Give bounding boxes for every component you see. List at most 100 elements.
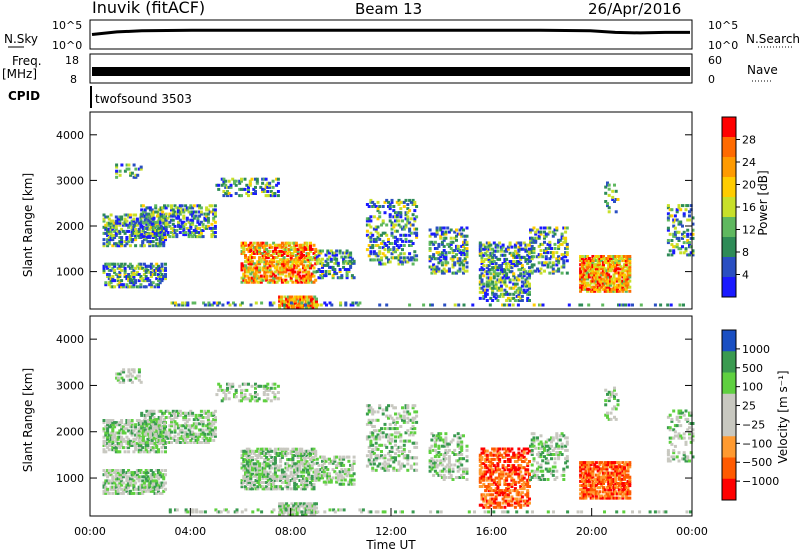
scatter-cell <box>606 204 609 208</box>
scatter-cell <box>192 210 196 214</box>
scatter-cell <box>164 487 167 491</box>
scatter-cell <box>150 409 154 413</box>
scatter-cell <box>217 382 221 386</box>
scatter-cell <box>395 239 399 243</box>
scatter-cell <box>153 273 157 276</box>
scatter-cell <box>273 256 277 260</box>
scatter-cell <box>170 430 173 434</box>
scatter-cell <box>160 485 164 489</box>
scatter-cell <box>268 254 272 257</box>
scatter-cell <box>532 251 536 255</box>
scatter-cell <box>345 268 349 271</box>
scatter-cell <box>331 253 335 257</box>
scatter-cell <box>102 481 106 485</box>
scatter-cell <box>376 418 380 422</box>
scatter-cell <box>273 468 277 472</box>
scatter-cell <box>259 278 263 282</box>
scatter-cell <box>494 262 498 265</box>
scatter-cell <box>263 266 267 270</box>
scatter-cell <box>580 265 584 269</box>
scatter-cell <box>390 439 394 443</box>
scatter-cell <box>144 469 148 472</box>
scatter-cell <box>374 435 378 439</box>
colorbar-tick-label: 20 <box>742 179 756 192</box>
scatter-cell <box>132 437 136 441</box>
scatter-cell <box>182 424 186 428</box>
scatter-cell <box>463 234 467 238</box>
scatter-cell <box>300 249 304 253</box>
scatter-cell <box>149 475 153 479</box>
scatter-cell <box>247 466 251 470</box>
scatter-cell <box>321 261 324 265</box>
scatter-cell <box>275 268 279 272</box>
scatter-cell <box>144 473 148 477</box>
scatter-cell <box>331 459 335 463</box>
scatter-cell <box>198 416 202 419</box>
scatter-cell <box>520 294 524 298</box>
scatter-cell <box>120 483 124 487</box>
scatter-cell <box>517 288 521 292</box>
scatter-cell <box>205 441 209 444</box>
scatter-cell <box>148 220 152 224</box>
scatter-cell <box>415 231 419 235</box>
scatter-cell <box>526 257 530 261</box>
scatter-cell <box>245 474 249 478</box>
scatter-cell <box>367 420 371 424</box>
scatter-cell <box>206 418 210 422</box>
scatter-cell <box>374 205 378 208</box>
scatter-cell <box>259 185 263 189</box>
scatter-cell <box>113 433 117 437</box>
scatter-cell <box>178 212 182 216</box>
scatter-cell <box>245 274 249 278</box>
scatter-cell <box>385 435 389 439</box>
scatter-cell <box>349 474 353 478</box>
scatter-cell <box>134 475 138 479</box>
scatter-cell <box>261 466 265 470</box>
scatter-cell <box>335 249 339 253</box>
scatter-cell <box>123 217 127 221</box>
scatter-cell <box>539 303 543 307</box>
scatter-cell <box>524 290 528 294</box>
scatter-cell <box>298 468 302 472</box>
scatter-cell <box>121 283 125 287</box>
scatter-cell <box>258 483 262 487</box>
scatter-cell <box>288 297 292 301</box>
scatter-cell <box>307 449 311 453</box>
scatter-cell <box>252 274 256 278</box>
scatter-cell <box>127 441 131 445</box>
scatter-cell <box>582 263 586 267</box>
scatter-cell <box>272 264 276 268</box>
scatter-cell <box>139 275 143 278</box>
scatter-cell <box>462 259 465 263</box>
scatter-cell <box>598 289 602 293</box>
scatter-cell <box>530 236 534 240</box>
scatter-cell <box>350 466 354 469</box>
scatter-cell <box>270 303 274 307</box>
scatter-cell <box>192 441 196 444</box>
scatter-cell <box>128 444 132 447</box>
scatter-cell <box>109 437 113 441</box>
scatter-cell <box>390 445 394 449</box>
scatter-cell <box>380 466 383 470</box>
scatter-cell <box>151 446 155 450</box>
scatter-cell <box>668 208 672 212</box>
scatter-cell <box>289 260 293 264</box>
scatter-cell <box>148 441 152 444</box>
scatter-cell <box>392 223 396 227</box>
scatter-cell <box>266 487 270 491</box>
scatter-cell <box>311 506 315 510</box>
scatter-cell <box>159 416 163 419</box>
scatter-cell <box>116 469 120 472</box>
scatter-cell <box>252 241 256 245</box>
scatter-cell <box>376 464 380 468</box>
scatter-cell <box>321 455 324 459</box>
scatter-cell <box>265 451 269 455</box>
scatter-cell <box>558 257 562 261</box>
scatter-cell <box>387 464 390 468</box>
scatter-cell <box>147 420 151 424</box>
scatter-cell <box>317 276 321 280</box>
scatter-cell <box>135 431 139 435</box>
scatter-cell <box>104 215 108 219</box>
scatter-cell <box>392 225 396 229</box>
